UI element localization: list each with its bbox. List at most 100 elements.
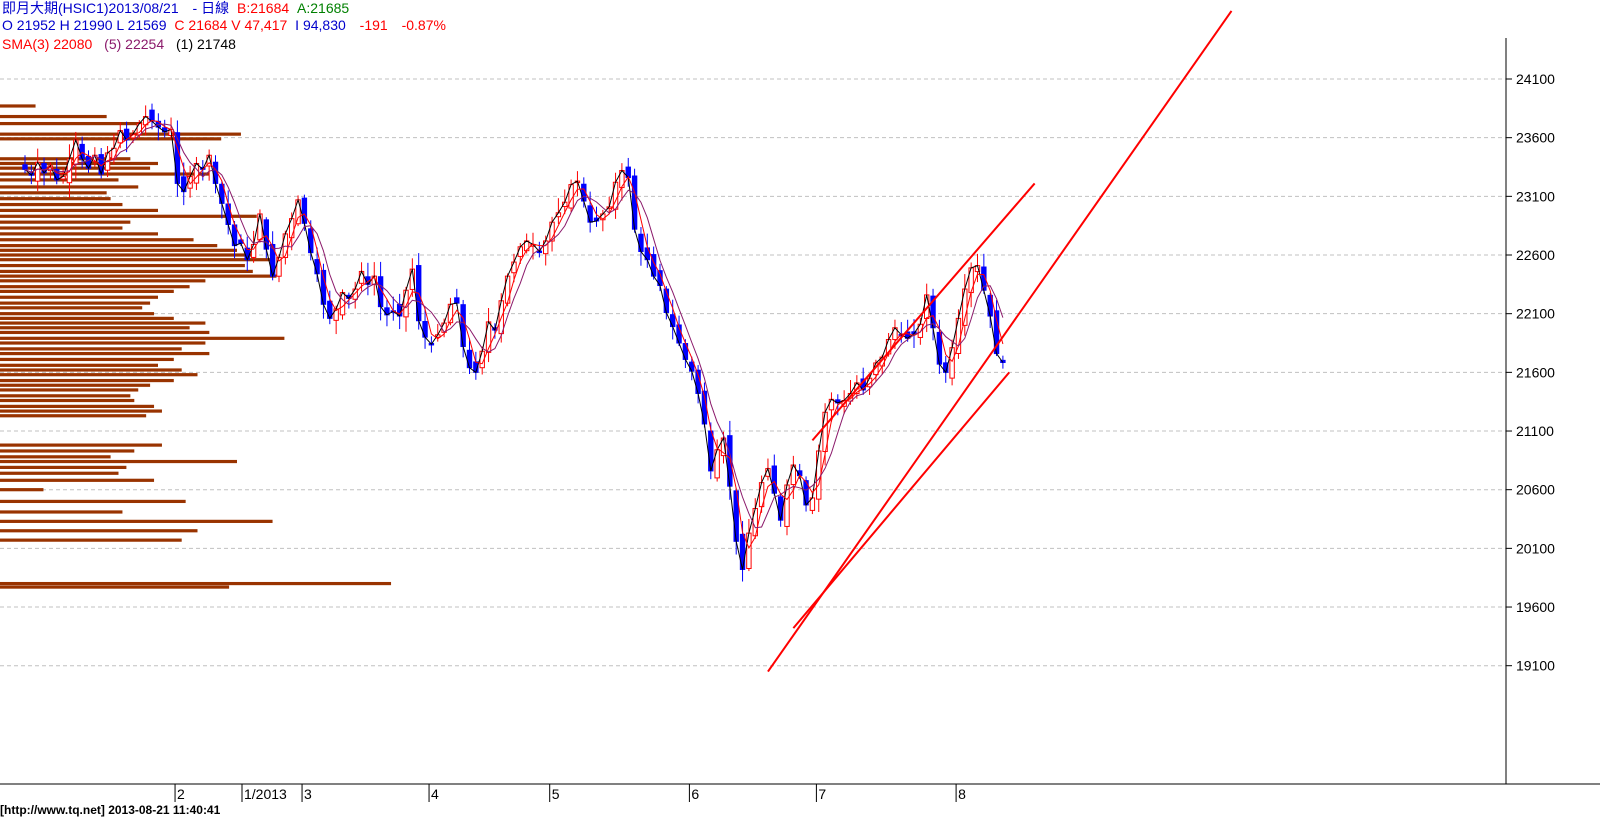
header-line-2: O 21952 H 21990 L 21569 C 21684 V 47,417… bbox=[2, 17, 446, 34]
sma1-line bbox=[24, 115, 1004, 570]
volume-profile-bar-40 bbox=[0, 347, 182, 351]
change-value: -191 bbox=[359, 17, 388, 33]
grid-lines bbox=[0, 78, 1506, 667]
volume-profile-bar-22 bbox=[0, 253, 253, 257]
volume-profile-bar-66 bbox=[0, 538, 182, 542]
candle-body-38 bbox=[263, 219, 270, 250]
y-tick-label-23600: 23600 bbox=[1516, 130, 1555, 146]
header-line-1: 即月大期(HSIC1)2013/08/21 - 日線 B:21684 A:216… bbox=[2, 0, 349, 17]
instrument-title: 即月大期(HSIC1)2013/08/21 bbox=[2, 0, 179, 16]
volume-profile-bar-44 bbox=[0, 368, 182, 372]
candle-body-70 bbox=[466, 349, 473, 369]
volume-profile-bar-30 bbox=[0, 295, 158, 299]
volume-profile-bar-11 bbox=[0, 191, 107, 195]
volume-profile-bar-32 bbox=[0, 306, 143, 310]
period-label: - 日線 bbox=[192, 0, 230, 16]
volume-profile-bar-49 bbox=[0, 394, 131, 398]
sma1-legend: (1) 21748 bbox=[176, 36, 236, 52]
header-line-3: SMA(3) 22080 (5) 22254 (1) 21748 bbox=[2, 36, 236, 53]
volume-profile-bar-53 bbox=[0, 414, 147, 418]
volume-profile-bar-48 bbox=[0, 388, 139, 392]
volume-profile-bar-1 bbox=[0, 114, 107, 119]
candle-body-44 bbox=[301, 197, 308, 224]
volume-profile-bar-33 bbox=[0, 312, 155, 316]
volume-profile-bar-17 bbox=[0, 226, 123, 230]
volume-profile-bar-63 bbox=[0, 510, 123, 514]
volume-profile-bar-61 bbox=[0, 488, 44, 492]
volume-profile-bar-60 bbox=[0, 478, 155, 482]
volume-profile-bar-20 bbox=[0, 244, 218, 248]
candle-body-127 bbox=[828, 398, 835, 411]
volume-profile-bar-4 bbox=[0, 137, 222, 141]
volume-profile-bar-36 bbox=[0, 326, 190, 330]
y-tick-label-21600: 21600 bbox=[1516, 364, 1555, 380]
volume-profile-bar-56 bbox=[0, 455, 111, 459]
volume-profile-bar-2 bbox=[0, 121, 143, 126]
volume-profile-bar-0 bbox=[0, 104, 36, 108]
volume-profile-bar-12 bbox=[0, 197, 111, 201]
volume-profile-bar-51 bbox=[0, 404, 155, 408]
ohlc-values: O 21952 H 21990 L 21569 bbox=[2, 17, 167, 33]
candle-body-0 bbox=[22, 164, 28, 170]
volume-profile-bar-45 bbox=[0, 373, 198, 377]
candle-body-69 bbox=[460, 304, 466, 348]
volume-profile-bar-16 bbox=[0, 220, 131, 224]
y-tick-label-20600: 20600 bbox=[1516, 482, 1555, 498]
candle-body-89 bbox=[587, 205, 593, 223]
volume-profile-bar-15 bbox=[0, 214, 257, 218]
candle-body-9 bbox=[79, 143, 85, 160]
candle-body-46 bbox=[314, 259, 320, 275]
candle-body-114 bbox=[746, 532, 752, 569]
x-tick-label-1: 2 bbox=[177, 786, 185, 802]
candle-body-37 bbox=[257, 213, 263, 241]
sma3-legend: SMA(3) 22080 bbox=[2, 36, 93, 52]
candle-body-105 bbox=[689, 361, 695, 372]
volume-profile-bar-59 bbox=[0, 471, 119, 475]
y-tick-label-19100: 19100 bbox=[1516, 658, 1555, 674]
y-tick-label-22100: 22100 bbox=[1516, 306, 1555, 322]
channel-line-2 bbox=[792, 371, 1011, 629]
x-tick-label-6: 7 bbox=[818, 786, 826, 802]
volume-profile-bar-47 bbox=[0, 383, 151, 387]
volume-profile-bar-13 bbox=[0, 202, 123, 207]
volume-profile-bar-31 bbox=[0, 301, 151, 305]
y-tick-label-24100: 24100 bbox=[1516, 71, 1555, 87]
volume-profile-bar-39 bbox=[0, 341, 206, 345]
volume-profile-bar-46 bbox=[0, 378, 174, 383]
volume-profile-bar-37 bbox=[0, 330, 210, 335]
sma5-legend: (5) 22254 bbox=[104, 36, 165, 52]
open-interest-value: I 94,830 bbox=[295, 17, 346, 33]
channel-line-0 bbox=[811, 182, 1036, 442]
x-tick-label-7: 8 bbox=[958, 786, 966, 802]
volume-profile-bar-5 bbox=[0, 157, 131, 161]
volume-profile-bar-65 bbox=[0, 529, 198, 533]
volume-profile-bar-54 bbox=[0, 443, 162, 447]
volume-profile-bar-23 bbox=[0, 258, 273, 262]
x-tick-label-2: 3 bbox=[304, 786, 312, 802]
volume-profile-bar-34 bbox=[0, 316, 174, 320]
bid-value: B:21684 bbox=[236, 0, 290, 16]
y-tick-label-21100: 21100 bbox=[1516, 423, 1554, 439]
volume-profile-bar-18 bbox=[0, 232, 158, 236]
x-tick-label-0: 1/2013 bbox=[244, 786, 287, 802]
volume-profile-bar-26 bbox=[0, 274, 277, 278]
candle-body-63 bbox=[422, 321, 428, 338]
volume-profile-bar-21 bbox=[0, 248, 237, 252]
volume-profile-bar-7 bbox=[0, 166, 151, 170]
y-tick-label-19600: 19600 bbox=[1516, 599, 1555, 615]
volume-profile-bar-29 bbox=[0, 289, 174, 293]
volume-profile-bar-14 bbox=[0, 208, 158, 213]
candle-body-96 bbox=[631, 175, 638, 230]
footer-source: [http://www.tq.net] 2013-08-21 11:40:41 bbox=[0, 803, 221, 817]
candle-body-102 bbox=[670, 314, 676, 328]
y-tick-label-23100: 23100 bbox=[1516, 188, 1555, 204]
volume-profile-bar-42 bbox=[0, 357, 174, 362]
volume-profile-bar-68 bbox=[0, 585, 230, 589]
candle-body-77 bbox=[511, 261, 517, 274]
volume-profile-bar-8 bbox=[0, 172, 210, 176]
volume-profile-bar-62 bbox=[0, 499, 186, 504]
volume-profile-bar-67 bbox=[0, 581, 392, 586]
x-tick-label-3: 4 bbox=[431, 786, 439, 802]
volume-profile-bar-52 bbox=[0, 409, 162, 413]
